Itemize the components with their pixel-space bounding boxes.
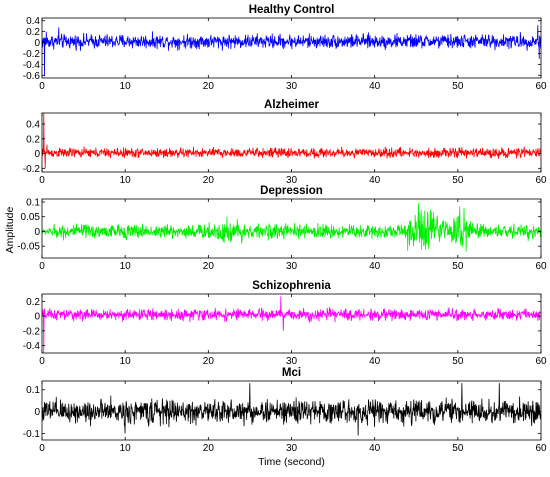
x-tick-label: 60	[535, 81, 547, 92]
panel-title: Alzheimer	[264, 99, 319, 111]
x-tick-label: 0	[39, 175, 45, 186]
x-tick-label: 10	[120, 175, 132, 186]
x-tick-label: 40	[369, 81, 381, 92]
x-tick-label: 0	[39, 81, 45, 92]
panel-mci: Mci 0 10 20 30 40 50 60 -0.1 0 0.1 Time (second)	[23, 367, 547, 468]
x-tick-label: 20	[203, 81, 215, 92]
x-tick-label: 50	[452, 443, 464, 454]
x-tick-label: 0	[39, 261, 45, 272]
x-tick-label: 20	[203, 261, 215, 272]
y-tick-label: 0.2	[26, 297, 40, 308]
x-tick-label: 10	[120, 443, 132, 454]
panel-title: Mci	[282, 367, 301, 379]
panel-depression: Depression 0 10 20 30 40 50 60 -0.05 0 0.05 0.1	[17, 185, 547, 272]
y-tick-label: -0.6	[23, 71, 41, 82]
x-tick-label: 50	[452, 81, 464, 92]
panel-title: Depression	[260, 185, 323, 197]
y-tick-label: -0.2	[23, 164, 41, 175]
panel-schizophrenia: Schizophrenia 0 10 20 30 40 50 60 -0.4 -0.2 0 0.2	[23, 280, 547, 367]
y-tick-label: 0.1	[26, 197, 40, 208]
y-tick-label: -0.4	[23, 341, 41, 352]
y-tick-label: 0	[34, 227, 40, 238]
x-tick-label: 40	[369, 356, 381, 367]
x-tick-label: 60	[535, 261, 547, 272]
y-tick-label: -0.1	[23, 429, 41, 440]
y-tick-label: 0	[34, 407, 40, 418]
x-tick-label: 30	[286, 443, 298, 454]
series-line-alzheimer	[42, 113, 541, 169]
axes-frame	[41, 293, 542, 354]
y-tick-label: -0.2	[23, 49, 41, 60]
y-tick-label: 0.4	[26, 16, 40, 27]
x-tick-label: 50	[452, 175, 464, 186]
y-tick-label: 0.05	[21, 212, 41, 223]
x-tick-label: 20	[203, 356, 215, 367]
x-tick-label: 0	[39, 356, 45, 367]
x-tick-label: 40	[369, 175, 381, 186]
x-tick-label: 30	[286, 175, 298, 186]
x-tick-label: 30	[286, 356, 298, 367]
axes-frame	[41, 112, 542, 173]
y-tick-label: 0.1	[26, 385, 40, 396]
x-tick-label: 10	[120, 81, 132, 92]
series-line-schizophrenia	[42, 296, 541, 353]
x-tick-label: 10	[120, 261, 132, 272]
x-tick-label: 30	[286, 81, 298, 92]
series-line-depression	[42, 203, 541, 252]
y-tick-label: 0	[34, 312, 40, 323]
x-tick-label: 20	[203, 443, 215, 454]
y-tick-label: 0	[34, 149, 40, 160]
y-tick-label: -0.05	[17, 242, 40, 253]
y-tick-label: 0.2	[26, 27, 40, 38]
x-tick-label: 30	[286, 261, 298, 272]
y-tick-label: 0.2	[26, 134, 40, 145]
x-tick-label: 0	[39, 443, 45, 454]
y-tick-label: -0.4	[23, 60, 41, 71]
x-tick-label: 40	[369, 261, 381, 272]
panel-healthy-control: Healthy Control 0 10 20 30 40 50 60 -0.6-0.4-0.2…	[23, 4, 547, 92]
x-tick-label: 50	[452, 261, 464, 272]
series-line-mci	[42, 383, 541, 436]
x-tick-label: 60	[535, 175, 547, 186]
x-tick-label: 60	[535, 443, 547, 454]
panel-title: Schizophrenia	[252, 280, 331, 292]
panel-title: Healthy Control	[249, 4, 335, 16]
x-axis-label: Time (second)	[258, 456, 325, 468]
x-tick-label: 10	[120, 356, 132, 367]
x-tick-label: 50	[452, 356, 464, 367]
y-tick-label: 0.4	[26, 120, 40, 131]
y-tick-label: 0	[34, 38, 40, 49]
y-tick-label: -0.2	[23, 326, 41, 337]
series-line-healthy-control	[42, 25, 541, 77]
y-axis-label: Amplitude	[4, 207, 16, 254]
x-tick-label: 60	[535, 356, 547, 367]
x-tick-label: 20	[203, 175, 215, 186]
x-tick-label: 40	[369, 443, 381, 454]
